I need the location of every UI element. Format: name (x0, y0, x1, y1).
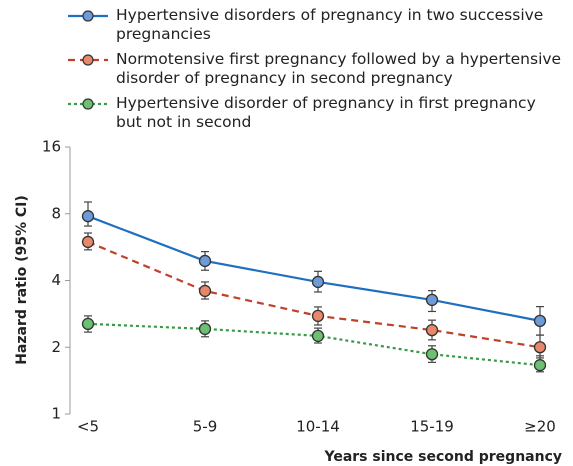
legend-symbol (68, 54, 108, 66)
point (311, 329, 325, 343)
point (533, 359, 547, 372)
series-line (87, 322, 541, 367)
point (425, 293, 439, 307)
x-tick-label: 5-9 (193, 418, 218, 436)
x-tick-label: 15-19 (410, 418, 454, 436)
y-tick-label: 16 (42, 138, 61, 156)
legend-label: Hypertensive disorders of pregnancy in t… (116, 6, 544, 43)
legend-marker (82, 10, 94, 22)
point (198, 284, 212, 298)
legend-label: Normotensive first pregnancy followed by… (116, 50, 562, 87)
point (81, 210, 95, 223)
point (533, 341, 547, 354)
y-tick-label: 4 (51, 271, 61, 289)
y-tick-label: 8 (51, 204, 61, 222)
point (533, 314, 547, 328)
point (198, 322, 212, 336)
legend-entry: Hypertensive disorder of pregnancy in fi… (66, 94, 566, 132)
legend-entry: Hypertensive disorders of pregnancy in t… (66, 6, 566, 44)
legend-marker (82, 98, 94, 110)
y-axis-title: Hazard ratio (95% CI) (14, 195, 30, 365)
legend-label: Hypertensive disorder of pregnancy in fi… (116, 94, 536, 131)
point (425, 348, 439, 361)
point (81, 317, 95, 331)
x-tick-label: <5 (77, 418, 99, 436)
series-line (87, 215, 541, 322)
point (81, 235, 95, 249)
x-axis-title: Years since second pregnancy (323, 449, 562, 465)
point (198, 254, 212, 268)
point (311, 275, 325, 289)
x-tick-label: 10-14 (296, 418, 340, 436)
legend-entry: Normotensive first pregnancy followed by… (66, 50, 566, 88)
x-tick-label: ≥20 (524, 418, 556, 436)
legend-symbol (68, 10, 108, 22)
legend-symbol (68, 98, 108, 110)
legend-marker (82, 54, 94, 66)
point (311, 309, 325, 323)
y-tick-label: 2 (51, 338, 61, 356)
y-tick-label: 1 (51, 405, 61, 423)
point (425, 323, 439, 337)
